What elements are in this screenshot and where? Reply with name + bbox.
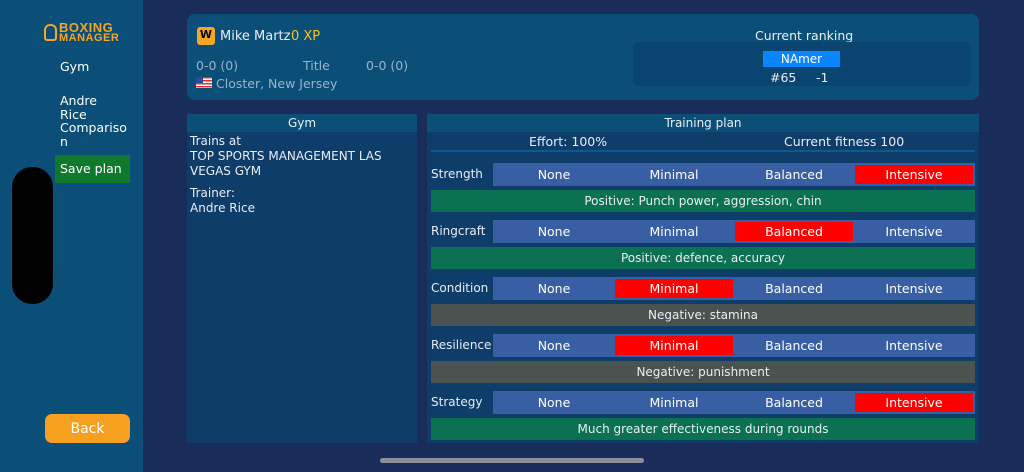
title-label: Title (303, 58, 330, 73)
ranking-title: Current ranking (755, 28, 854, 43)
gym-name: TOP SPORTS MANAGEMENT LAS VEGAS GYM (190, 149, 382, 178)
option-minimal[interactable]: Minimal (615, 279, 733, 298)
training-row-label: Ringcraft (431, 224, 486, 238)
home-indicator (380, 458, 644, 463)
title-record: 0-0 (0) (366, 58, 409, 73)
ranking-position: #65 (770, 70, 797, 85)
option-minimal[interactable]: Minimal (649, 395, 699, 410)
option-intensive[interactable]: Intensive (885, 281, 943, 296)
option-balanced[interactable]: Balanced (765, 338, 823, 353)
boxing-manager-logo: BOXING MANAGER (44, 20, 132, 45)
training-effect-description: Much greater effectiveness during rounds (431, 418, 975, 440)
training-effect-description: Positive: defence, accuracy (431, 247, 975, 269)
intensity-selector: None Minimal Balanced Intensive (493, 220, 975, 243)
training-row-label: Resilience (431, 338, 492, 352)
boxing-glove-icon (44, 24, 57, 41)
trains-at-label: Trains at (190, 134, 241, 148)
sidebar-item-gym[interactable]: Gym (60, 59, 90, 74)
weight-class-badge: W (197, 27, 215, 45)
effort-value: Effort: 100% (529, 134, 608, 149)
gym-panel: Gym Trains at TOP SPORTS MANAGEMENT LAS … (187, 114, 417, 443)
option-minimal[interactable]: Minimal (615, 336, 733, 355)
option-minimal[interactable]: Minimal (649, 167, 699, 182)
option-none[interactable]: None (537, 167, 571, 182)
boxer-name[interactable]: Mike Martz (220, 29, 291, 44)
intensity-selector: None Minimal Balanced Intensive (493, 334, 975, 357)
training-effect-description: Negative: punishment (431, 361, 975, 383)
boxer-card: W Mike Martz 0 XP 0-0 (0) Title 0-0 (0) … (187, 14, 979, 100)
option-balanced[interactable]: Balanced (765, 281, 823, 296)
training-row-label: Strategy (431, 395, 483, 409)
back-button[interactable]: Back (45, 414, 130, 443)
option-intensive[interactable]: Intensive (885, 224, 943, 239)
sidebar: BOXING MANAGER Gym Andre Rice Compariso … (0, 0, 143, 472)
option-intensive[interactable]: Intensive (855, 393, 973, 412)
intensity-selector: None Minimal Balanced Intensive (493, 277, 975, 300)
ranking-panel: NAmer #65 -1 (633, 42, 971, 86)
intensity-selector: None Minimal Balanced Intensive (493, 163, 975, 186)
training-row-label: Condition (431, 281, 489, 295)
training-effect-description: Positive: Punch power, aggression, chin (431, 190, 975, 212)
option-balanced[interactable]: Balanced (735, 222, 853, 241)
training-plan-header: Training plan (427, 114, 979, 132)
boxer-xp: 0 XP (291, 29, 321, 44)
current-fitness: Current fitness 100 (784, 134, 905, 149)
option-intensive[interactable]: Intensive (885, 338, 943, 353)
sidebar-item-comparison[interactable]: Compariso n (60, 120, 127, 149)
option-none[interactable]: None (537, 395, 571, 410)
intensity-selector: None Minimal Balanced Intensive (493, 391, 975, 414)
trainer-name: Andre Rice (190, 201, 255, 215)
ranking-region-tab[interactable]: NAmer (763, 51, 840, 67)
save-plan-button[interactable]: Save plan (55, 155, 130, 183)
option-minimal[interactable]: Minimal (649, 224, 699, 239)
option-none[interactable]: None (537, 338, 571, 353)
sidebar-item-andre-rice[interactable]: Andre Rice (60, 93, 97, 122)
option-balanced[interactable]: Balanced (765, 167, 823, 182)
option-none[interactable]: None (537, 281, 571, 296)
gym-header: Gym (187, 114, 417, 132)
boxer-location: Closter, New Jersey (216, 76, 338, 91)
camera-cutout (12, 167, 53, 304)
option-intensive[interactable]: Intensive (855, 165, 973, 184)
training-row-label: Strength (431, 167, 483, 181)
option-none[interactable]: None (537, 224, 571, 239)
training-plan-panel: Training plan Effort: 100% Current fitne… (427, 114, 979, 443)
us-flag-icon (196, 77, 212, 88)
boxer-record: 0-0 (0) (196, 58, 239, 73)
ranking-change: -1 (816, 70, 829, 85)
trainer-label: Trainer: (190, 186, 235, 200)
option-balanced[interactable]: Balanced (765, 395, 823, 410)
training-effect-description: Negative: stamina (431, 304, 975, 326)
